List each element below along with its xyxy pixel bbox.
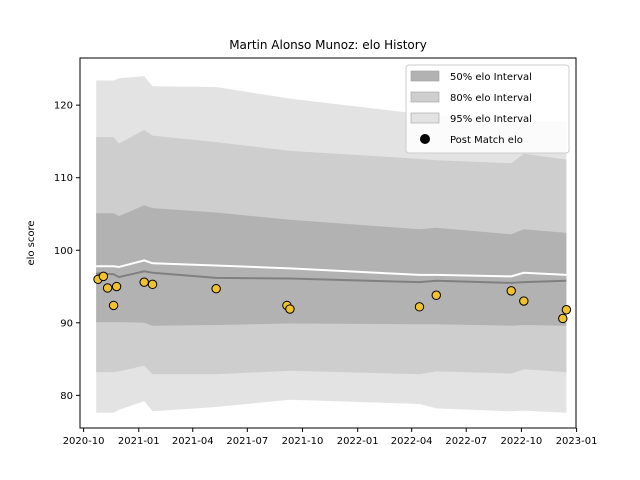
y-tick-label: 100 [54, 246, 73, 257]
post-match-point-5 [111, 281, 122, 292]
x-tick-label: 2021-10 [282, 436, 324, 447]
y-tick-label: 80 [60, 391, 73, 402]
plot-area [93, 76, 572, 413]
y-axis-title: elo score [26, 220, 37, 265]
legend-label-95pct-elo-interval: 95% elo Interval [450, 114, 532, 125]
x-tick-label: 2022-01 [337, 436, 379, 447]
chart-title: Martin Alonso Munoz: elo History [229, 38, 427, 52]
band-50pct-elo-interval [96, 205, 567, 326]
series-line-upper [96, 259, 567, 278]
axes-frame [79, 57, 577, 429]
legend-label-post-match-elo: Post Match elo [450, 135, 523, 146]
post-match-point-4 [108, 300, 119, 311]
x-tick-label: 2021-07 [226, 436, 268, 447]
y-tick-label: 90 [60, 318, 73, 329]
post-match-point-12 [431, 290, 441, 300]
post-match-point-13 [506, 286, 516, 296]
x-tick-label: 2023-01 [556, 436, 598, 447]
x-tick-label: 2022-10 [501, 436, 543, 447]
legend-label-50pct-elo-interval: 50% elo Interval [450, 72, 532, 83]
post-match-point-7 [147, 279, 158, 290]
legend-swatch-80pct-elo-interval [410, 91, 440, 103]
post-match-point-8 [211, 284, 221, 294]
axes: 2020-10 2021-01 2021-04 2021-07 2021-10 2022-… [54, 57, 598, 447]
post-match-point-11 [414, 302, 425, 312]
post-match-point-2 [98, 271, 109, 282]
post-match-point-15 [558, 313, 568, 324]
post-match-point-14 [519, 296, 529, 306]
y-tick-label: 110 [54, 173, 73, 184]
legend-label-80pct-elo-interval: 80% elo Interval [450, 93, 532, 104]
legend-swatch-50pct-elo-interval [410, 70, 440, 82]
post-match-point-3 [102, 283, 113, 293]
y-tick-label: 120 [54, 101, 73, 112]
post-match-point-10 [285, 304, 295, 314]
legend: 50% elo Interval 80% elo Interval 95% elo … [405, 64, 570, 154]
legend-box [405, 64, 570, 154]
x-tick-label: 2022-04 [391, 436, 433, 447]
x-tick-label: 2021-04 [172, 436, 214, 447]
x-tick-label: 2022-07 [445, 436, 487, 447]
legend-swatch-95pct-elo-interval [410, 112, 440, 124]
post-match-point-6 [139, 277, 149, 287]
post-match-point-16 [561, 305, 572, 315]
x-tick-label: 2020-10 [63, 436, 105, 447]
x-tick-label: 2021-01 [118, 436, 160, 447]
legend-marker-post-match [420, 134, 430, 144]
series-line-median [96, 270, 567, 284]
